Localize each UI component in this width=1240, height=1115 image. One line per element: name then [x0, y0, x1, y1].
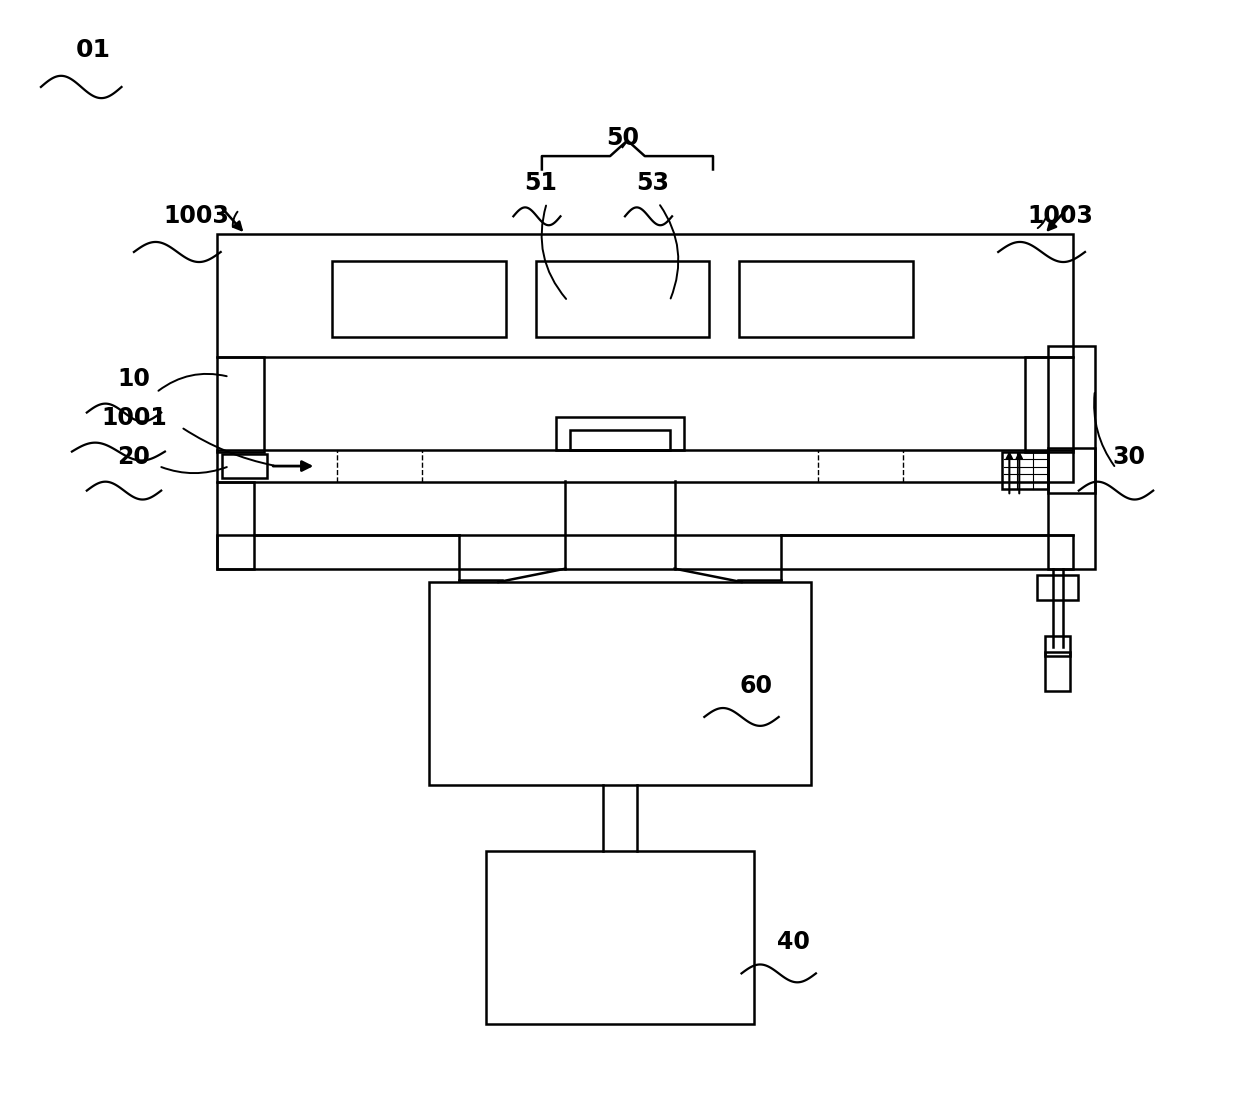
Text: 1001: 1001 — [100, 406, 167, 430]
Bar — [1048, 346, 1095, 569]
Bar — [739, 261, 913, 337]
Bar — [217, 357, 264, 452]
Text: 30: 30 — [1112, 445, 1145, 469]
Bar — [486, 851, 754, 1024]
Bar — [332, 261, 506, 337]
Bar — [1045, 636, 1070, 656]
Text: 53: 53 — [636, 171, 668, 195]
Bar — [1002, 452, 1048, 489]
Bar — [1037, 575, 1078, 600]
Text: 60: 60 — [740, 673, 773, 698]
Bar — [1025, 357, 1073, 452]
Bar — [429, 582, 811, 785]
Text: 51: 51 — [525, 171, 557, 195]
Bar — [217, 482, 254, 569]
Text: 1003: 1003 — [1027, 204, 1094, 229]
Bar — [222, 454, 267, 478]
Bar — [570, 430, 670, 450]
Text: 40: 40 — [777, 930, 810, 954]
Text: 50: 50 — [606, 126, 639, 151]
Bar — [217, 535, 1073, 569]
Bar — [536, 261, 709, 337]
Text: 1003: 1003 — [162, 204, 229, 229]
Bar — [217, 450, 1073, 482]
Bar — [1045, 652, 1070, 691]
Text: 20: 20 — [118, 445, 150, 469]
Bar — [556, 417, 684, 450]
Text: 10: 10 — [118, 367, 150, 391]
Bar — [1048, 448, 1095, 493]
Text: 01: 01 — [76, 38, 110, 62]
Bar — [217, 234, 1073, 357]
